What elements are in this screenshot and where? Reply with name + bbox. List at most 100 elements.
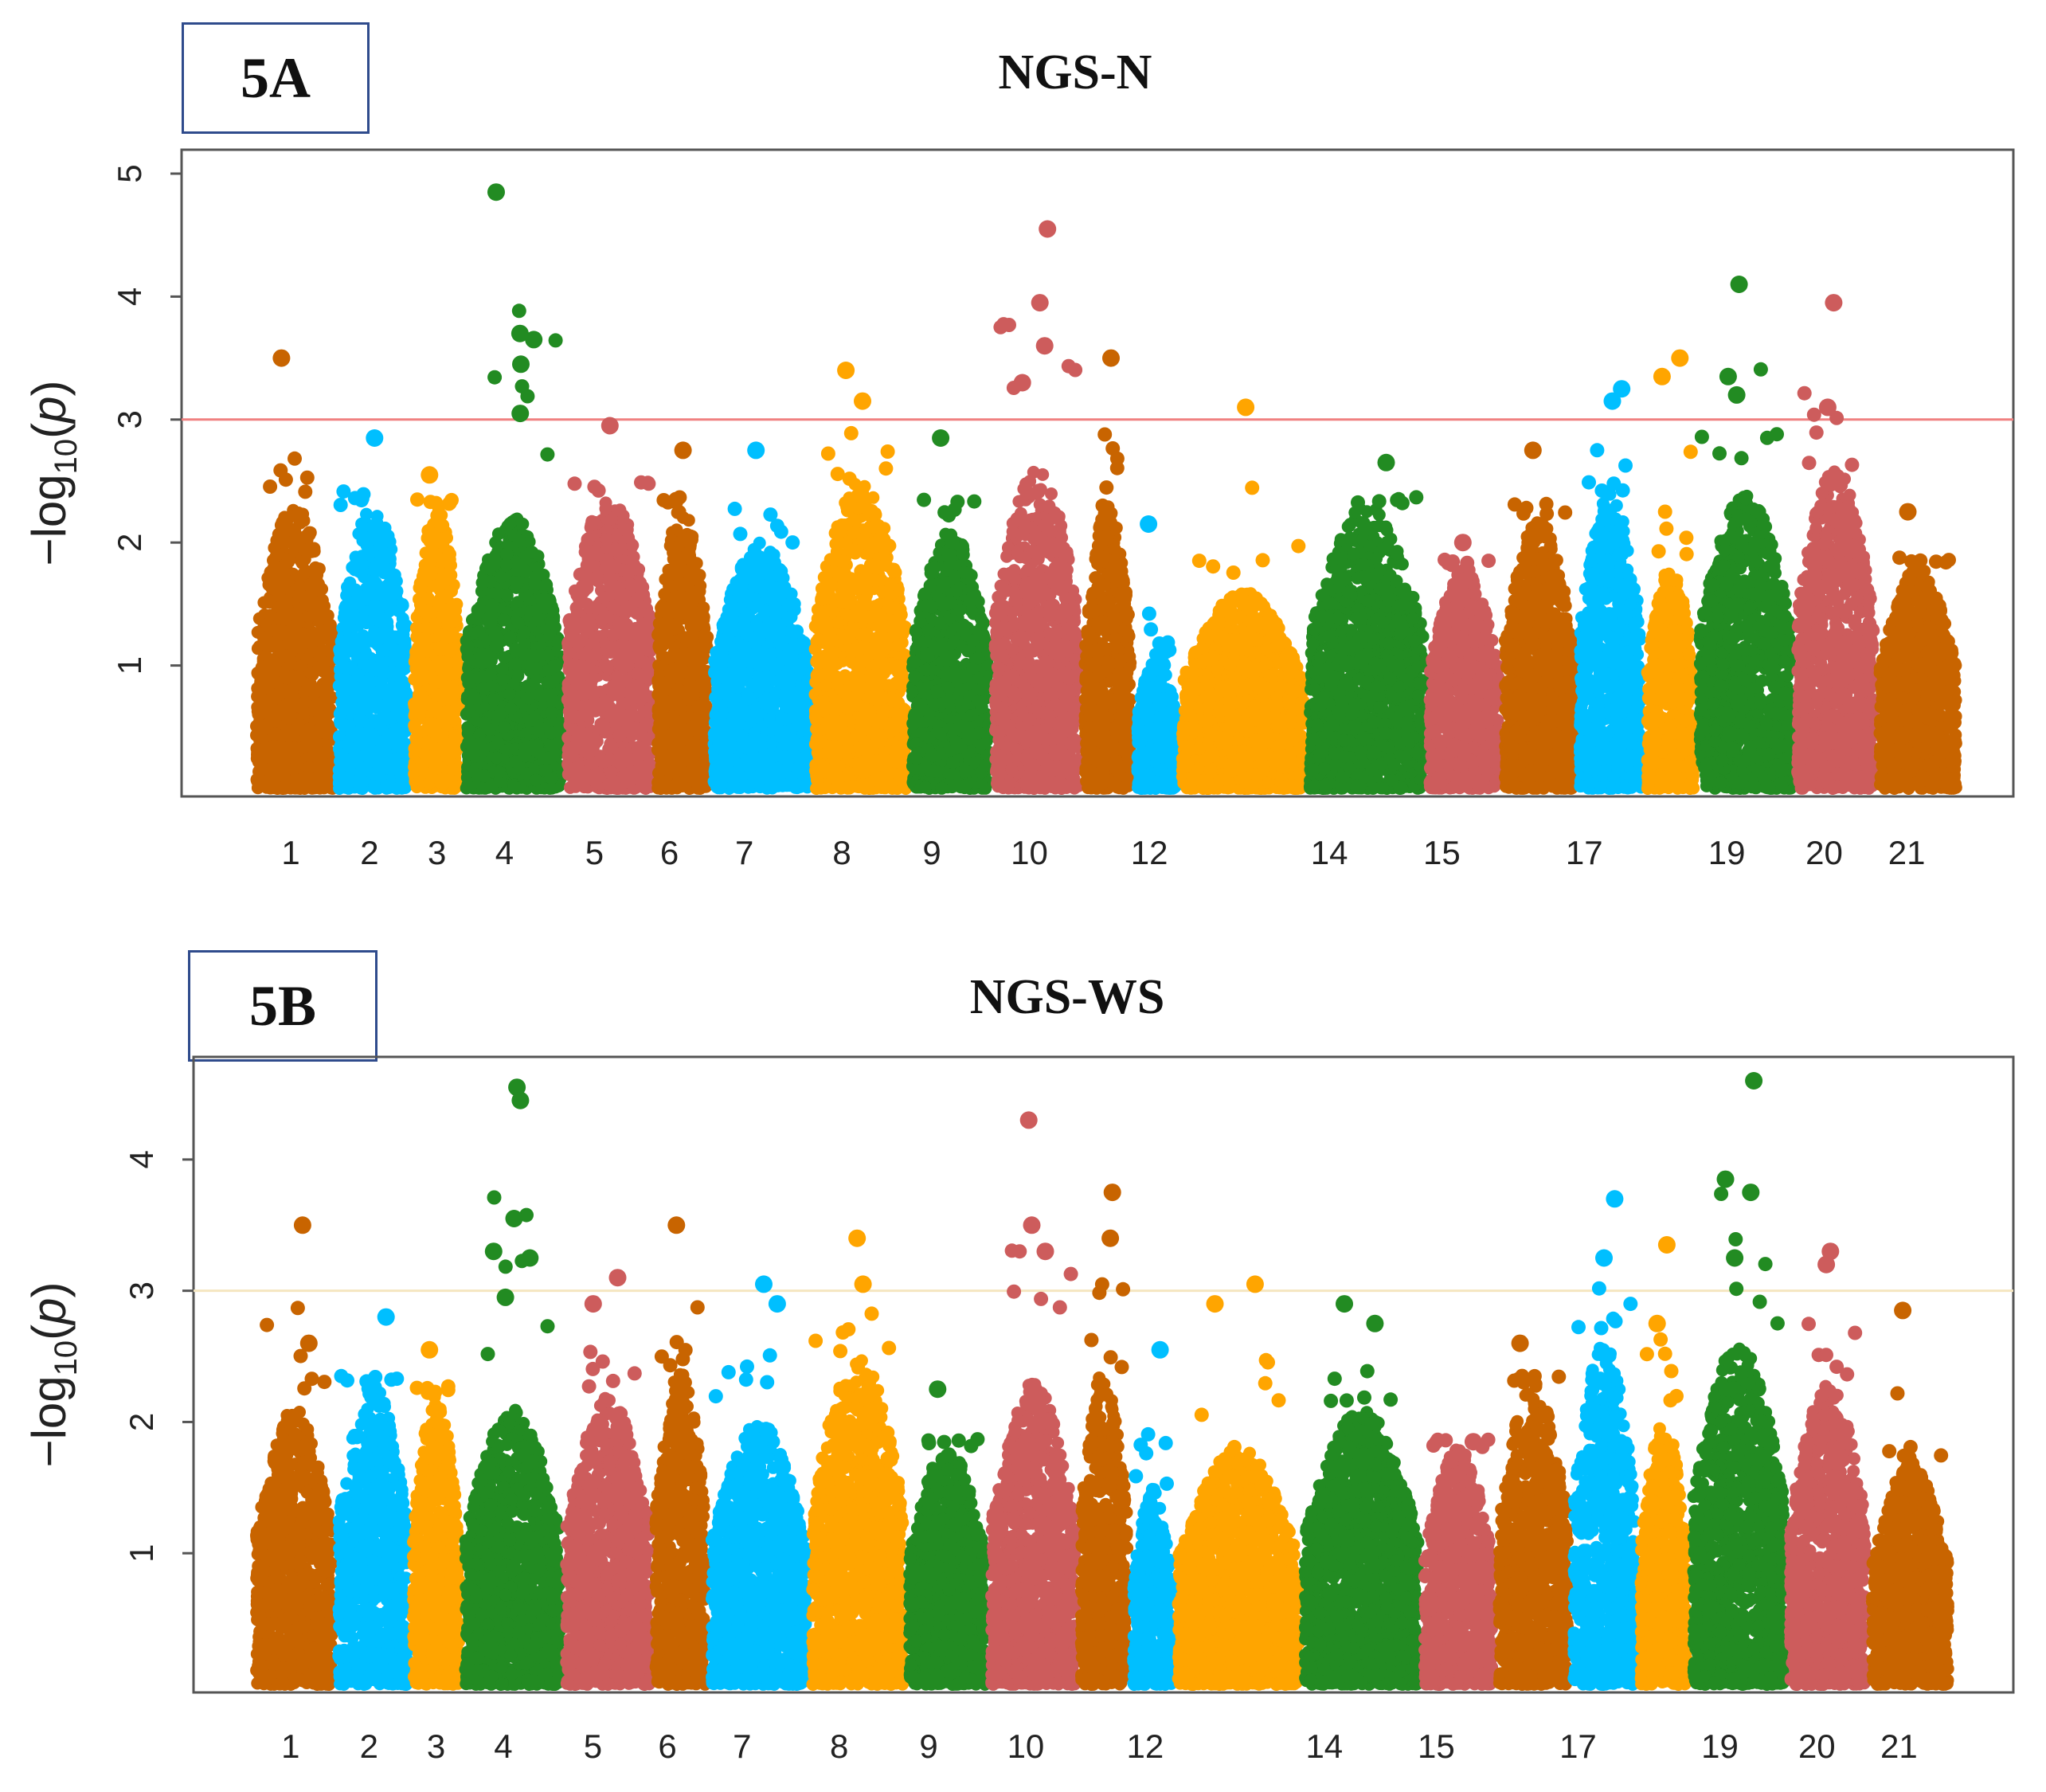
snp-point: [432, 675, 445, 689]
snp-point: [550, 659, 563, 673]
snp-point: [397, 648, 410, 661]
snp-point: [544, 688, 557, 702]
snp-point: [514, 379, 530, 394]
snp-point: [251, 625, 264, 639]
snp-point: [613, 648, 627, 662]
snp-point: [472, 625, 486, 638]
snp-point: [599, 502, 612, 515]
snp-point: [383, 535, 397, 549]
panel-tag: 5A: [182, 22, 370, 134]
snp-point: [503, 517, 517, 530]
snp-point: [546, 675, 560, 689]
y-tick-label: 3: [111, 410, 148, 428]
chromosome-3-points: [408, 466, 467, 795]
snp-point: [310, 699, 323, 713]
snp-point: [270, 663, 283, 677]
chromosome-5-points: [561, 417, 658, 795]
snp-point: [353, 713, 366, 726]
snp-point: [530, 649, 543, 663]
snp-point: [264, 608, 277, 622]
snp-point: [613, 503, 627, 517]
peak-snp-point: [600, 417, 619, 435]
snp-point: [265, 752, 279, 765]
snp-point: [361, 615, 374, 628]
snp-point: [288, 773, 302, 786]
snp-point: [413, 577, 427, 590]
snp-point: [421, 754, 435, 768]
snp-point: [345, 774, 358, 788]
snp-point: [583, 601, 597, 615]
snp-point: [540, 578, 554, 592]
snp-point: [286, 522, 299, 536]
snp-point: [440, 705, 453, 718]
snp-point: [269, 577, 283, 589]
snp-point: [270, 675, 284, 689]
snp-point: [608, 601, 621, 615]
snp-point: [563, 698, 577, 711]
snp-point: [263, 653, 276, 667]
snp-point: [495, 662, 509, 675]
snp-point: [432, 531, 445, 545]
snp-point: [487, 693, 500, 706]
snp-point: [255, 674, 268, 687]
snp-point: [571, 589, 585, 603]
snp-point: [544, 739, 557, 753]
snp-point: [272, 590, 286, 604]
snp-point: [633, 655, 647, 667]
snp-point: [353, 640, 366, 653]
snp-point: [460, 671, 474, 684]
snp-point: [508, 657, 522, 671]
snp-point: [379, 749, 393, 761]
snp-point: [389, 681, 402, 694]
snp-point: [522, 740, 535, 753]
snp-point: [627, 639, 640, 652]
snp-point: [429, 617, 442, 631]
snp-point: [463, 704, 476, 718]
snp-point: [385, 730, 399, 744]
snp-point: [423, 605, 436, 619]
snp-point: [445, 763, 459, 776]
snp-point: [308, 628, 321, 642]
snp-point: [491, 738, 505, 750]
snp-point: [563, 646, 577, 659]
manhattan-panel-a: 5A NGS-N 1 2 3 4 5 −log10(p) 1 2 3 4 5 6 7 8 9 10 12 14 15…: [22, 22, 2015, 871]
snp-point: [530, 662, 543, 675]
snp-point: [389, 586, 402, 600]
snp-point: [504, 702, 518, 715]
snp-point: [283, 741, 295, 754]
chromosome-2-points: [332, 429, 414, 795]
snp-point: [395, 619, 409, 632]
snp-point: [288, 451, 302, 466]
peak-snp-point: [421, 466, 439, 484]
snp-point: [383, 637, 397, 651]
snp-point: [409, 654, 423, 667]
snp-point: [500, 547, 514, 561]
snp-point: [640, 475, 655, 491]
snp-point: [366, 729, 380, 742]
snp-point: [396, 597, 409, 611]
snp-point: [396, 712, 409, 726]
snp-point: [268, 705, 281, 718]
snp-point: [604, 738, 617, 750]
snp-point: [530, 773, 542, 787]
snp-point: [282, 712, 295, 726]
snp-point: [539, 763, 553, 777]
snp-point: [292, 507, 305, 519]
snp-point: [285, 685, 299, 698]
snp-point: [540, 447, 555, 462]
snp-point: [286, 669, 299, 683]
snp-point: [288, 634, 301, 648]
snp-point: [276, 561, 289, 574]
snp-point: [563, 617, 577, 631]
snp-point: [580, 558, 593, 572]
snp-point: [471, 606, 485, 620]
snp-point: [319, 690, 333, 703]
snp-point: [366, 635, 380, 648]
snp-point: [355, 517, 369, 530]
snp-point: [333, 498, 348, 512]
snp-point: [495, 570, 507, 584]
snp-point: [315, 582, 329, 596]
snp-point: [545, 617, 558, 630]
peak-snp-point: [487, 183, 505, 202]
snp-point: [273, 601, 287, 614]
